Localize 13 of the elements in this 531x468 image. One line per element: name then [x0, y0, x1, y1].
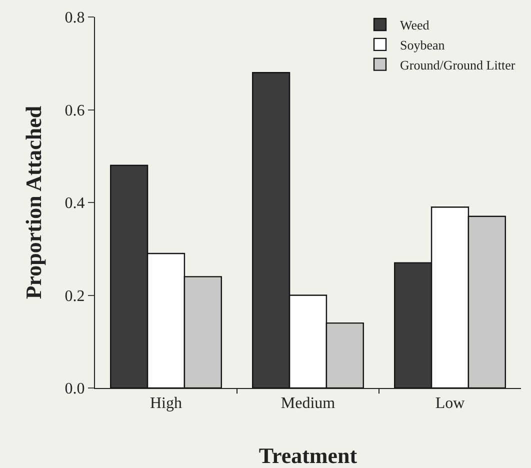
y-tick-label: 0.4 [64, 195, 85, 212]
y-tick-label: 0.0 [64, 380, 85, 398]
y-axis-title: Proportion Attached [21, 106, 46, 300]
y-tick-label: 0.2 [64, 288, 85, 305]
x-tick-label: High [150, 395, 182, 412]
legend-label: Weed [400, 18, 430, 33]
y-tick-label: 0.8 [64, 10, 85, 27]
x-tick-label: Medium [280, 395, 336, 412]
y-tick-label: 0.6 [64, 102, 85, 120]
x-tick-label: Low [435, 395, 466, 412]
legend-label: Ground/Ground Litter [400, 57, 516, 72]
legend-label: Soybean [400, 38, 446, 52]
x-axis-title: Treatment [258, 443, 358, 468]
